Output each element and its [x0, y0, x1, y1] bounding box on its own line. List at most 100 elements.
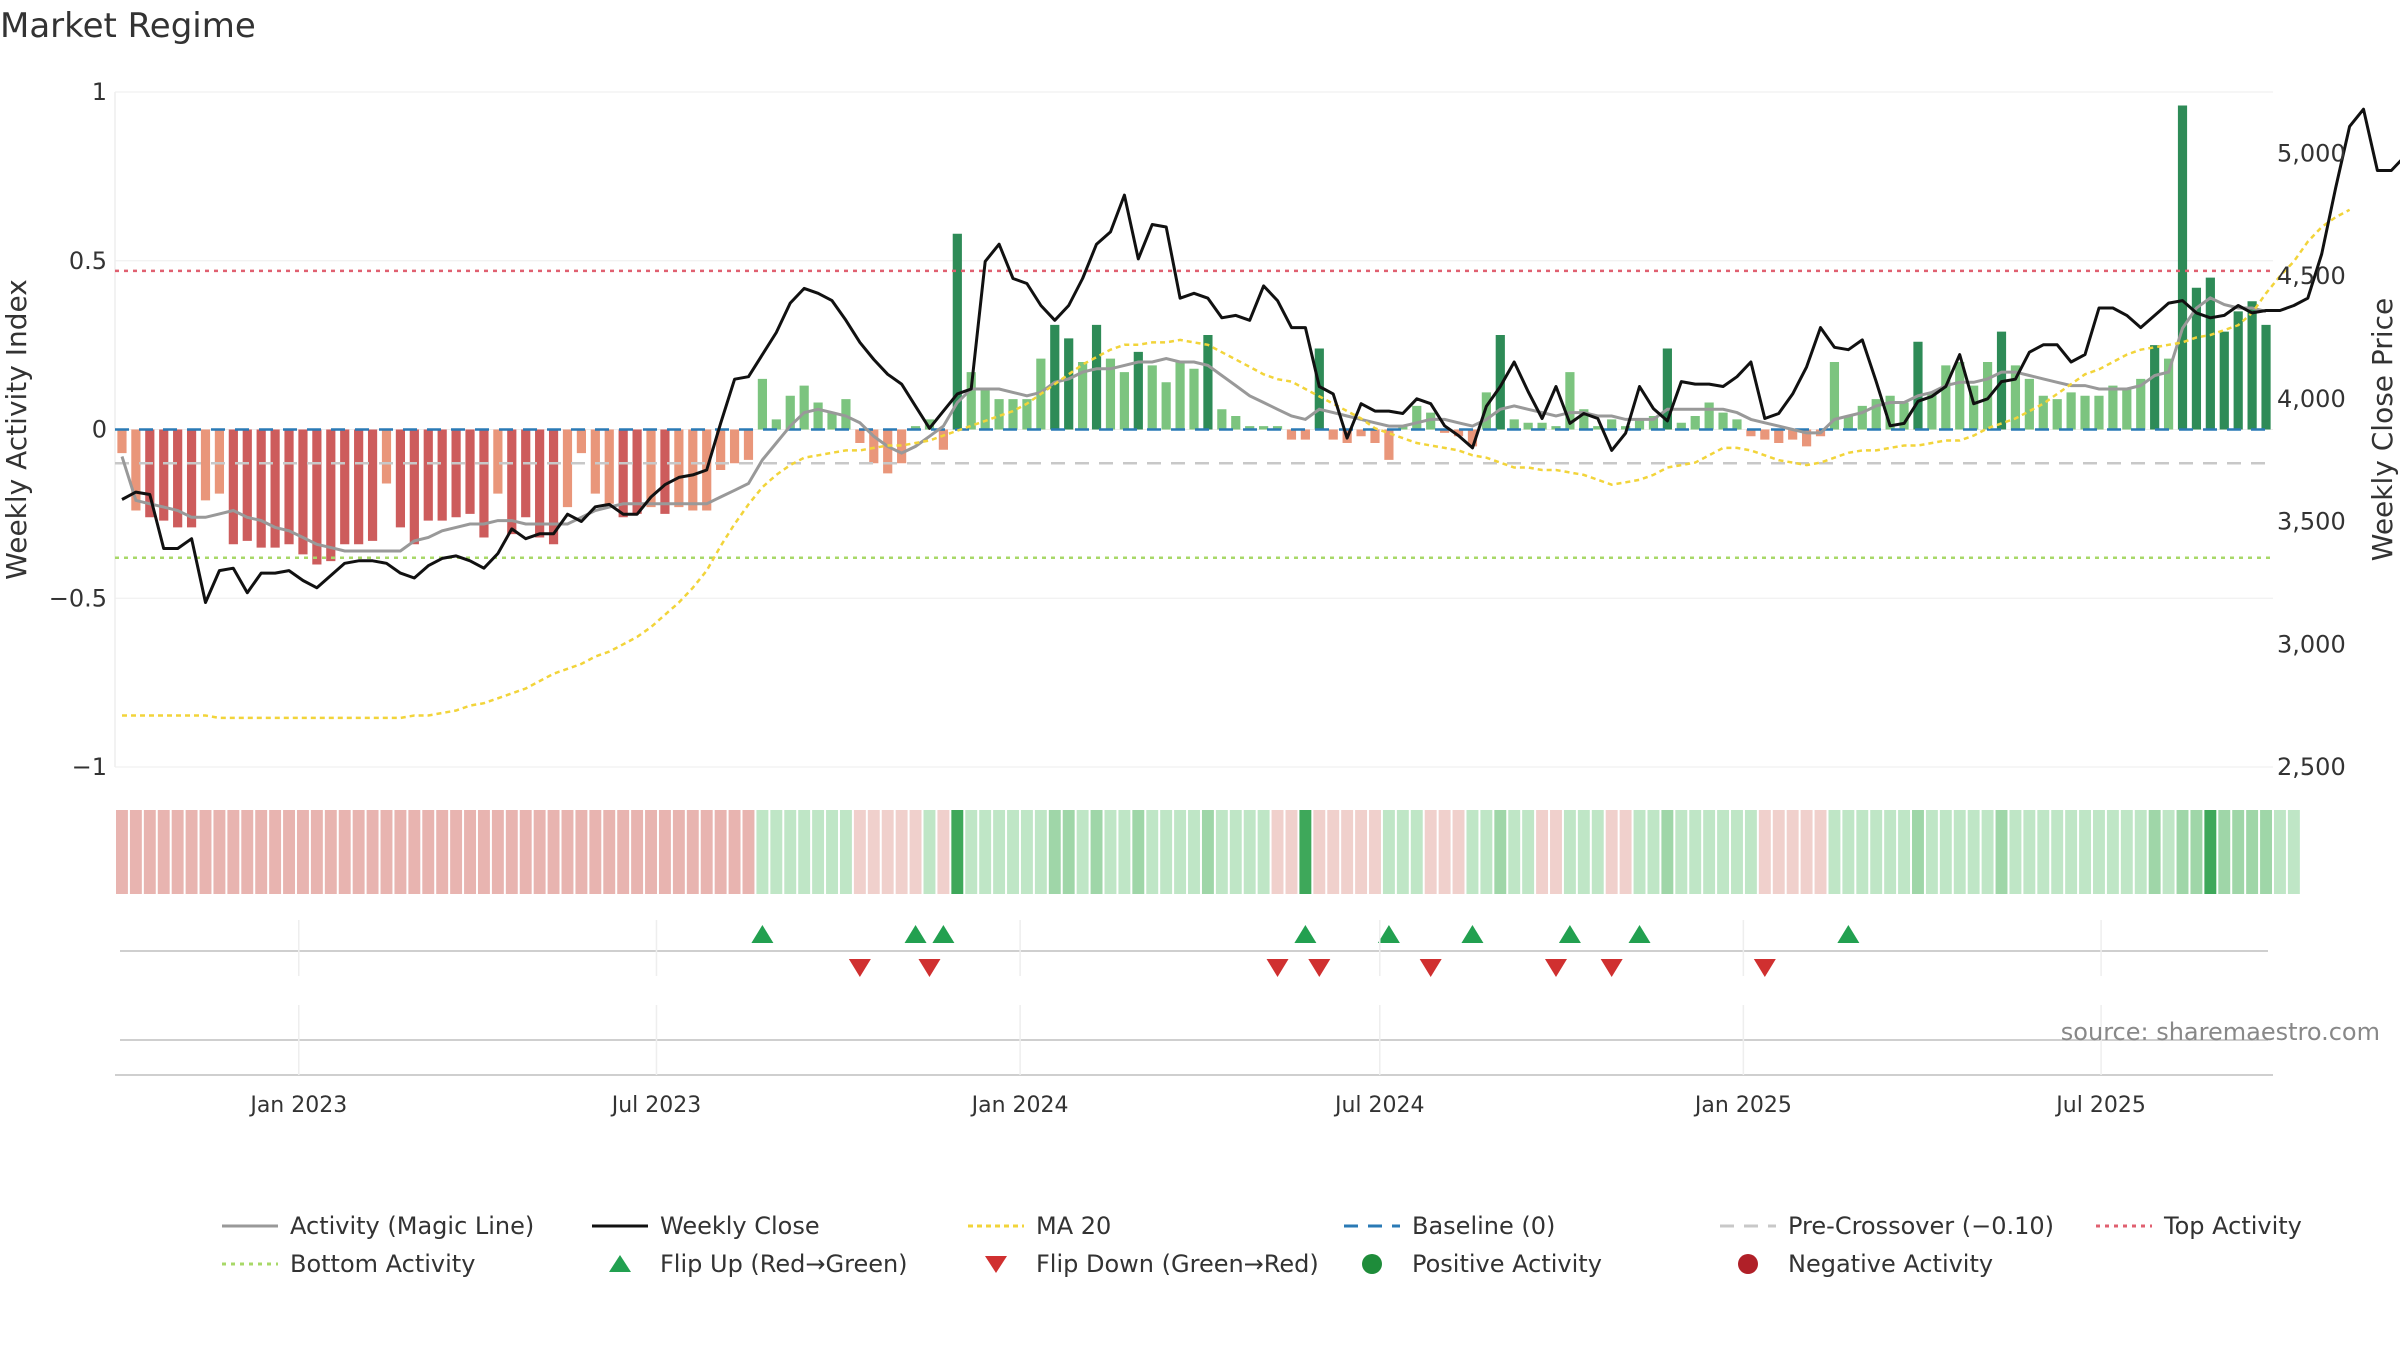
activity-bar: [437, 429, 447, 521]
regime-cell: [853, 810, 866, 894]
regime-cell: [1494, 810, 1507, 894]
regime-cell: [2274, 810, 2286, 894]
activity-bar: [1565, 372, 1575, 430]
regime-cell: [867, 810, 880, 894]
regime-cell: [491, 810, 504, 894]
activity-bar: [1662, 348, 1672, 430]
flip-up-markers: [751, 925, 1860, 943]
regime-cell: [812, 810, 825, 894]
activity-bar: [1008, 399, 1018, 430]
legend-label: Positive Activity: [1412, 1250, 1602, 1278]
regime-cell: [1466, 810, 1479, 894]
right-axis-title: Weekly Close Price: [2366, 298, 2399, 561]
regime-cell: [714, 810, 727, 894]
flip-down-marker: [848, 959, 871, 977]
left-tick-label: −0.5: [49, 584, 107, 612]
activity-bar: [228, 429, 238, 545]
regime-cell: [1939, 810, 1952, 894]
regime-cell: [1104, 810, 1117, 894]
activity-bar: [186, 429, 197, 528]
activity-bar: [1078, 362, 1088, 430]
regime-cell: [436, 810, 449, 894]
activity-bar: [1634, 419, 1645, 430]
activity-bar: [688, 429, 698, 511]
flip-up-marker: [1558, 925, 1581, 943]
regime-cell: [1717, 810, 1730, 894]
regime-cell: [728, 810, 741, 894]
regime-cell: [1062, 810, 1075, 894]
activity-bar: [2219, 331, 2229, 430]
activity-bar: [2177, 105, 2188, 430]
regime-cell: [1369, 810, 1381, 894]
legend-symbol: [968, 1224, 1024, 1228]
regime-cell: [422, 810, 435, 894]
activity-bar: [632, 429, 642, 514]
regime-cell: [296, 810, 309, 894]
regime-cell: [1480, 810, 1493, 894]
activity-bar: [1314, 348, 1324, 430]
activity-bar: [674, 429, 684, 508]
regime-cell: [1731, 810, 1743, 894]
regime-cell: [603, 810, 616, 894]
regime-cell: [631, 810, 644, 894]
activity-bar: [924, 419, 935, 430]
activity-bar: [1440, 429, 1450, 433]
activity-bar: [841, 399, 851, 430]
regime-cell: [213, 810, 226, 894]
flip-down-markers: [848, 959, 1776, 977]
x-tick-label: Jan 2023: [248, 1093, 347, 1118]
regime-cell: [547, 810, 560, 894]
regime-cell: [352, 810, 365, 894]
flip-up-marker: [751, 925, 774, 943]
legend-label: Activity (Magic Line): [290, 1212, 535, 1240]
activity-bar: [2010, 365, 2021, 430]
flip-down-marker: [1600, 959, 1623, 977]
activity-bar: [1091, 324, 1102, 430]
regime-cell: [1299, 810, 1312, 894]
regime-cell: [1438, 810, 1451, 894]
regime-cell: [255, 810, 268, 894]
activity-bar: [1843, 416, 1853, 430]
activity-bar: [1871, 399, 1881, 430]
regime-cell: [1912, 810, 1924, 894]
regime-cell: [2093, 810, 2105, 894]
activity-bar: [1022, 399, 1032, 430]
right-tick-label: 3,500: [2277, 508, 2346, 536]
activity-bar: [465, 429, 475, 514]
legend-symbol: [985, 1256, 1007, 1273]
regime-cell: [993, 810, 1006, 894]
regime-cell: [2023, 810, 2036, 894]
regime-cell: [909, 810, 922, 894]
regime-cell: [1758, 810, 1771, 894]
regime-cell: [227, 810, 240, 894]
regime-cell: [1313, 810, 1326, 894]
activity-bar: [966, 372, 976, 430]
legend-symbol: [222, 1262, 278, 1266]
activity-bar: [256, 429, 266, 548]
regime-cell: [241, 810, 254, 894]
activity-bar: [1398, 426, 1408, 430]
activity-bar: [1050, 324, 1060, 430]
regime-cell: [2051, 810, 2064, 894]
activity-bar: [883, 429, 893, 474]
activity-bar: [2205, 277, 2215, 430]
activity-bar: [1231, 416, 1241, 430]
activity-bar: [214, 429, 225, 494]
regime-cell: [1215, 810, 1228, 894]
activity-bar: [131, 429, 141, 511]
regime-cell: [2037, 810, 2050, 894]
activity-bar: [1259, 426, 1269, 430]
activity-bar: [1245, 426, 1255, 430]
activity-bar: [618, 429, 628, 518]
regime-cell: [1257, 810, 1270, 894]
regime-cell: [533, 810, 546, 894]
regime-cell: [658, 810, 671, 894]
activity-bar: [980, 389, 990, 430]
activity-bar: [367, 429, 378, 541]
regime-cell: [1508, 810, 1521, 894]
regime-cell: [2287, 810, 2300, 894]
activity-bar: [590, 429, 600, 494]
regime-cell: [185, 810, 198, 894]
activity-bar: [785, 395, 795, 430]
flip-up-marker: [1294, 925, 1317, 943]
